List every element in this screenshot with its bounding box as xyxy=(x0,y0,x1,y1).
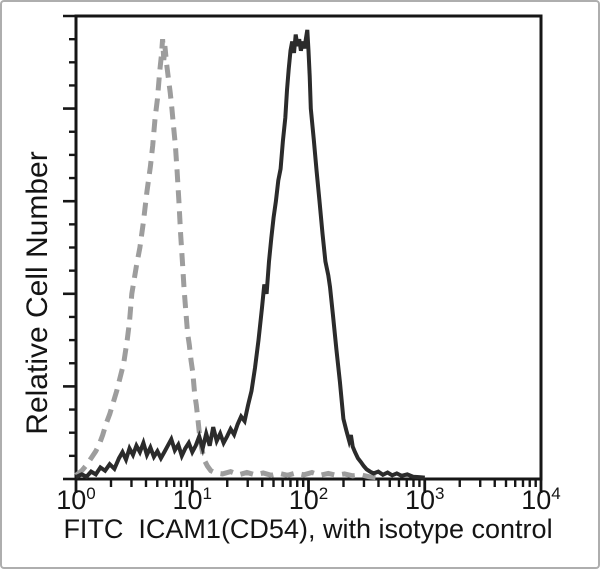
y-axis-label: Relative Cell Number xyxy=(21,151,54,435)
x-tick-label-10e1: 101 xyxy=(172,484,213,515)
isotype-control-curve xyxy=(74,39,377,481)
x-tick-label-10e2: 102 xyxy=(288,484,329,515)
x-tick-label-10e0: 100 xyxy=(56,484,96,515)
x-tick-label-10e3: 103 xyxy=(404,484,445,515)
x-tick-label-10e4: 104 xyxy=(521,484,561,515)
antibody-curve xyxy=(75,29,425,480)
x-axis-label: FITC ICAM1(CD54), with isotype control xyxy=(63,514,553,544)
x-axis-ticks xyxy=(74,479,543,493)
y-axis-ticks xyxy=(63,14,76,481)
